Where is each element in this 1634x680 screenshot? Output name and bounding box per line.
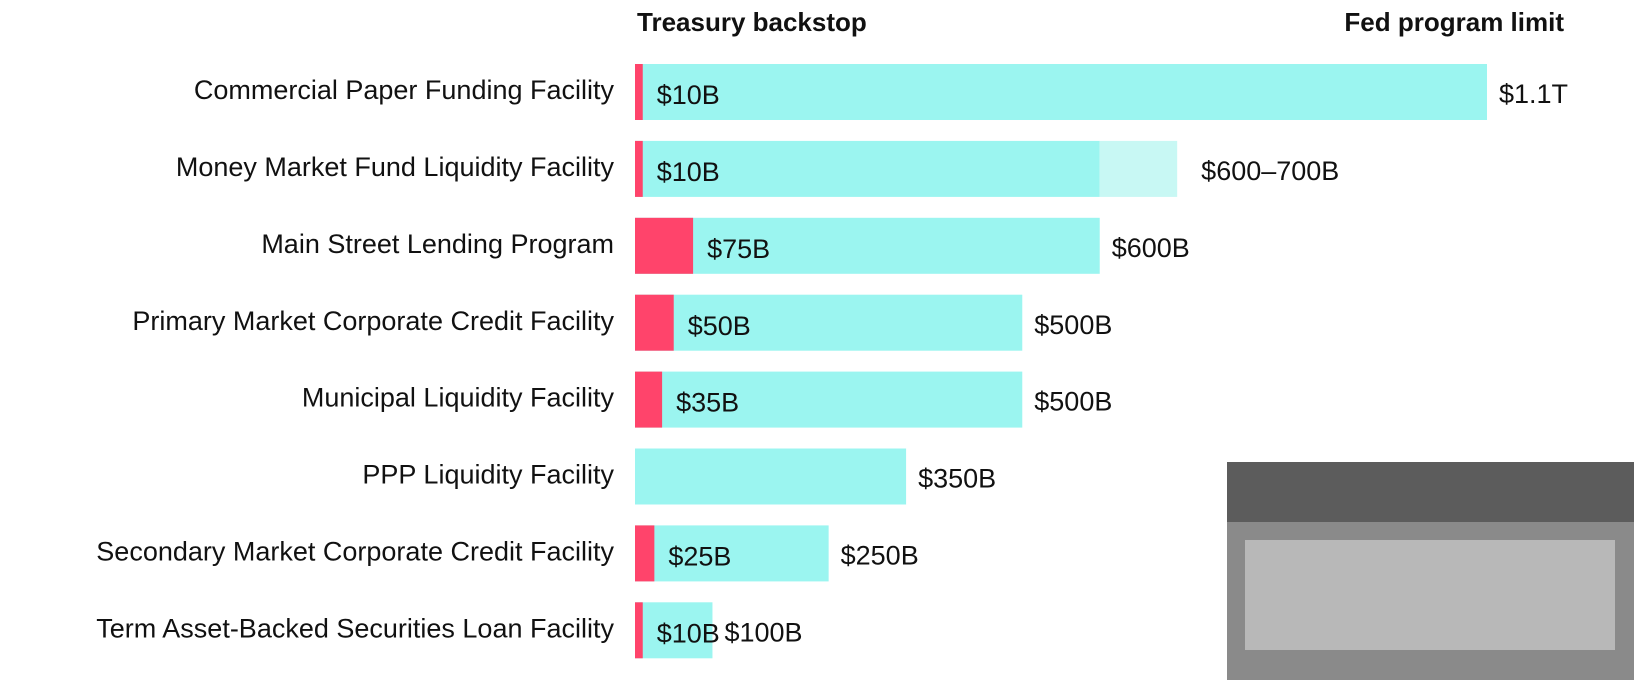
fed-label: $500B (1034, 310, 1112, 340)
treasury-label: $10B (657, 157, 720, 187)
treasury-bar (635, 64, 643, 120)
category-label: Primary Market Corporate Credit Facility (132, 306, 614, 336)
fed-bar (635, 64, 1487, 120)
fed-label: $500B (1034, 387, 1112, 417)
treasury-bar (635, 371, 663, 428)
treasury-label: $10B (657, 618, 720, 648)
treasury-bar (635, 294, 674, 351)
treasury-bar (635, 140, 643, 197)
fed-label: $600–700B (1201, 156, 1339, 186)
category-label: Money Market Fund Liquidity Facility (176, 152, 615, 182)
fed-bar (635, 448, 907, 505)
fed-bar (635, 217, 1100, 274)
fed-bar (635, 602, 713, 659)
fed-label: $100B (724, 617, 802, 647)
category-label: Secondary Market Corporate Credit Facili… (96, 537, 614, 567)
category-label: Municipal Liquidity Facility (302, 383, 615, 413)
fed-bar (635, 294, 1023, 351)
fed-label: $250B (841, 541, 919, 571)
category-label: Main Street Lending Program (261, 229, 614, 259)
photo (1227, 462, 1634, 680)
fed-bar (635, 371, 1023, 428)
category-label: PPP Liquidity Facility (362, 460, 614, 490)
treasury-label: $10B (657, 80, 720, 110)
treasury-label: $50B (688, 311, 751, 341)
fed-header: Fed program limit (1344, 7, 1564, 37)
treasury-bar (635, 602, 643, 659)
treasury-label: $35B (676, 388, 739, 418)
treasury-header: Treasury backstop (637, 7, 867, 37)
category-label: Term Asset-Backed Securities Loan Facili… (96, 613, 614, 643)
fed-bar (635, 525, 829, 582)
treasury-label: $75B (707, 234, 770, 264)
fed-range (1099, 140, 1178, 197)
fed-label: $600B (1112, 233, 1190, 263)
treasury-label: $25B (668, 542, 731, 572)
fed-label: $350B (918, 464, 996, 494)
treasury-bar (635, 217, 694, 274)
category-label: Commercial Paper Funding Facility (194, 75, 615, 105)
treasury-bar (635, 525, 655, 582)
fed-bar (635, 140, 1100, 197)
fed-label: $1.1T (1499, 79, 1568, 109)
